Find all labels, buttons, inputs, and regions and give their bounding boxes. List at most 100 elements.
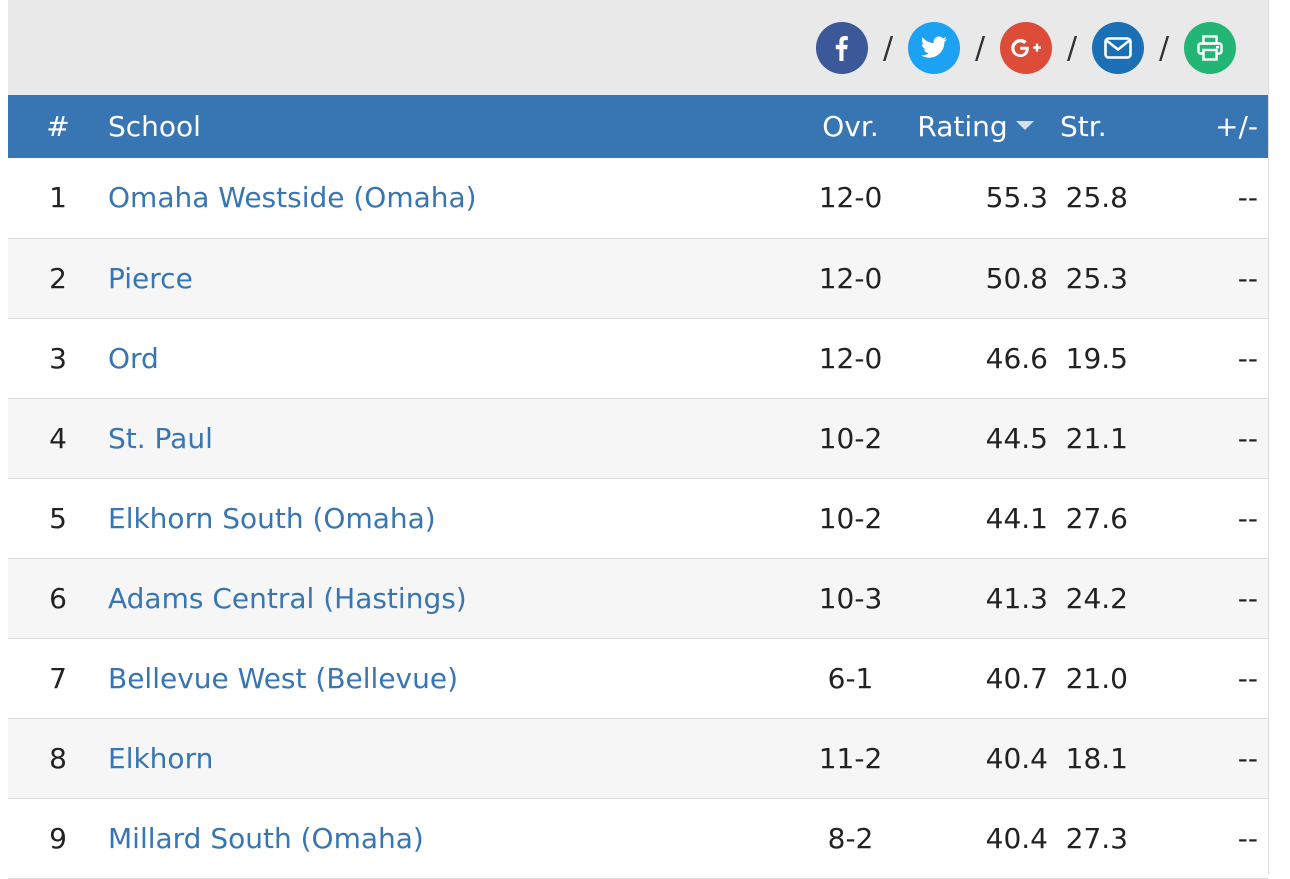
table-row: 2 Pierce 12-0 50.8 25.3 -- bbox=[8, 238, 1268, 318]
rating-cell: 40.4 bbox=[985, 821, 1048, 855]
strength-cell: 27.3 bbox=[1065, 821, 1128, 855]
column-header-school[interactable]: School bbox=[108, 110, 201, 143]
print-button[interactable] bbox=[1184, 22, 1236, 74]
school-cell: Elkhorn bbox=[108, 718, 798, 798]
table-row: 9 Millard South (Omaha) 8-2 40.4 27.3 -- bbox=[8, 798, 1268, 878]
table-row: 8 Elkhorn 11-2 40.4 18.1 -- bbox=[8, 718, 1268, 798]
share-bar: / / / / bbox=[8, 0, 1268, 95]
table-row: 4 St. Paul 10-2 44.5 21.1 -- bbox=[8, 398, 1268, 478]
overall-record-cell: 10-2 bbox=[818, 421, 883, 455]
share-separator: / bbox=[1066, 30, 1078, 66]
strength-cell: 25.8 bbox=[1065, 181, 1128, 215]
school-link[interactable]: Pierce bbox=[108, 261, 193, 295]
share-separator: / bbox=[882, 30, 894, 66]
share-separator: / bbox=[974, 30, 986, 66]
rank-cell: 2 bbox=[49, 261, 67, 295]
change-cell: -- bbox=[1237, 181, 1258, 215]
change-cell: -- bbox=[1237, 821, 1258, 855]
change-cell: -- bbox=[1237, 421, 1258, 455]
sort-descending-icon bbox=[1015, 120, 1034, 130]
email-share-button[interactable] bbox=[1092, 22, 1144, 74]
rank-cell: 9 bbox=[49, 821, 67, 855]
column-header-rank[interactable]: # bbox=[46, 110, 70, 143]
strength-cell: 21.1 bbox=[1065, 421, 1128, 455]
table-header: # School Ovr. Rating Str. +/- bbox=[8, 95, 1268, 158]
table-row: 7 Bellevue West (Bellevue) 6-1 40.7 21.0… bbox=[8, 638, 1268, 718]
table-row: 1 Omaha Westside (Omaha) 12-0 55.3 25.8 … bbox=[8, 158, 1268, 238]
table-row: 6 Adams Central (Hastings) 10-3 41.3 24.… bbox=[8, 558, 1268, 638]
rating-cell: 50.8 bbox=[985, 261, 1048, 295]
rank-cell: 7 bbox=[49, 661, 67, 695]
share-buttons: / / / / bbox=[816, 22, 1236, 74]
rating-cell: 40.7 bbox=[985, 661, 1048, 695]
school-cell: St. Paul bbox=[108, 398, 798, 478]
strength-cell: 21.0 bbox=[1065, 661, 1128, 695]
overall-record-cell: 6-1 bbox=[827, 661, 874, 695]
rating-cell: 55.3 bbox=[985, 181, 1048, 215]
table-row: 5 Elkhorn South (Omaha) 10-2 44.1 27.6 -… bbox=[8, 478, 1268, 558]
column-header-change[interactable]: +/- bbox=[1215, 110, 1258, 143]
rating-cell: 44.5 bbox=[985, 421, 1048, 455]
rating-cell: 41.3 bbox=[985, 581, 1048, 615]
change-cell: -- bbox=[1237, 341, 1258, 375]
google-plus-share-button[interactable] bbox=[1000, 22, 1052, 74]
rank-cell: 8 bbox=[49, 741, 67, 775]
school-link[interactable]: Elkhorn bbox=[108, 741, 214, 775]
overall-record-cell: 10-2 bbox=[818, 501, 883, 535]
strength-cell: 27.6 bbox=[1065, 501, 1128, 535]
rank-cell: 3 bbox=[49, 341, 67, 375]
rank-cell: 1 bbox=[49, 181, 67, 215]
school-cell: Millard South (Omaha) bbox=[108, 798, 798, 878]
strength-cell: 25.3 bbox=[1065, 261, 1128, 295]
strength-cell: 18.1 bbox=[1065, 741, 1128, 775]
facebook-icon bbox=[829, 35, 855, 61]
change-cell: -- bbox=[1237, 501, 1258, 535]
overall-record-cell: 12-0 bbox=[818, 341, 883, 375]
school-link[interactable]: Bellevue West (Bellevue) bbox=[108, 661, 459, 695]
google-plus-icon bbox=[1010, 37, 1042, 59]
school-link[interactable]: Adams Central (Hastings) bbox=[108, 581, 467, 615]
twitter-share-button[interactable] bbox=[908, 22, 960, 74]
school-link[interactable]: Ord bbox=[108, 341, 159, 375]
printer-icon bbox=[1197, 35, 1223, 61]
change-cell: -- bbox=[1237, 741, 1258, 775]
facebook-share-button[interactable] bbox=[816, 22, 868, 74]
column-header-strength[interactable]: Str. bbox=[1060, 110, 1107, 143]
overall-record-cell: 12-0 bbox=[818, 261, 883, 295]
change-cell: -- bbox=[1237, 661, 1258, 695]
table-body: 1 Omaha Westside (Omaha) 12-0 55.3 25.8 … bbox=[8, 158, 1268, 878]
rankings-table: # School Ovr. Rating Str. +/- 1 Omaha We… bbox=[8, 95, 1268, 879]
column-header-overall[interactable]: Ovr. bbox=[822, 110, 879, 143]
overall-record-cell: 10-3 bbox=[818, 581, 883, 615]
change-cell: -- bbox=[1237, 261, 1258, 295]
column-header-rating[interactable]: Rating bbox=[903, 95, 1048, 158]
column-header-rating-label: Rating bbox=[917, 110, 1008, 143]
rank-cell: 5 bbox=[49, 501, 67, 535]
school-link[interactable]: Millard South (Omaha) bbox=[108, 821, 424, 855]
overall-record-cell: 8-2 bbox=[827, 821, 874, 855]
school-cell: Elkhorn South (Omaha) bbox=[108, 478, 798, 558]
school-cell: Bellevue West (Bellevue) bbox=[108, 638, 798, 718]
envelope-icon bbox=[1104, 37, 1132, 59]
table-row: 3 Ord 12-0 46.6 19.5 -- bbox=[8, 318, 1268, 398]
rating-cell: 40.4 bbox=[985, 741, 1048, 775]
rank-cell: 6 bbox=[49, 581, 67, 615]
change-cell: -- bbox=[1237, 581, 1258, 615]
school-link[interactable]: Elkhorn South (Omaha) bbox=[108, 501, 436, 535]
twitter-icon bbox=[920, 36, 948, 60]
school-cell: Pierce bbox=[108, 238, 798, 318]
strength-cell: 19.5 bbox=[1065, 341, 1128, 375]
overall-record-cell: 11-2 bbox=[818, 741, 883, 775]
share-separator: / bbox=[1158, 30, 1170, 66]
rankings-panel: / / / / bbox=[8, 0, 1269, 878]
rank-cell: 4 bbox=[49, 421, 67, 455]
school-link[interactable]: Omaha Westside (Omaha) bbox=[108, 181, 477, 215]
school-cell: Omaha Westside (Omaha) bbox=[108, 158, 798, 238]
school-link[interactable]: St. Paul bbox=[108, 421, 213, 455]
school-cell: Adams Central (Hastings) bbox=[108, 558, 798, 638]
overall-record-cell: 12-0 bbox=[818, 181, 883, 215]
rating-cell: 44.1 bbox=[985, 501, 1048, 535]
strength-cell: 24.2 bbox=[1065, 581, 1128, 615]
school-cell: Ord bbox=[108, 318, 798, 398]
rating-cell: 46.6 bbox=[985, 341, 1048, 375]
